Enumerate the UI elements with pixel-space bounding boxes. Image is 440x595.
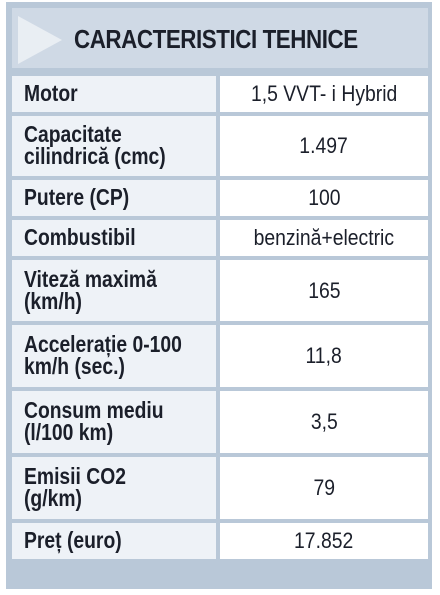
row-label-cell: Putere (CP) (12, 180, 216, 216)
table-row: Capacitate cilindrică (cmc) 1.497 (12, 116, 428, 176)
row-value: 11,8 (305, 343, 343, 368)
row-label-cell: Accelerație 0-100 km/h (sec.) (12, 325, 216, 387)
table-row: Putere (CP) 100 (12, 180, 428, 216)
table-row: Consum mediu (l/100 km) 3,5 (12, 391, 428, 453)
row-label: Consum mediu (l/100 km) (24, 397, 164, 445)
row-value: 79 (313, 475, 335, 500)
row-value-cell: 100 (220, 180, 428, 216)
row-label: Capacitate cilindrică (cmc) (24, 121, 166, 169)
table-row: Accelerație 0-100 km/h (sec.) 11,8 (12, 325, 428, 387)
row-value-cell: 1.497 (220, 116, 428, 176)
table-title: CARACTERISTICI TEHNICE (74, 24, 358, 54)
row-value: 3,5 (310, 409, 338, 434)
row-value: 1.497 (299, 133, 349, 158)
row-label: Accelerație 0-100 km/h (sec.) (24, 331, 182, 379)
row-label: Combustibil (24, 224, 136, 250)
row-value-cell: 79 (220, 457, 428, 519)
row-label-cell: Motor (12, 76, 216, 112)
row-value: 17.852 (294, 528, 354, 553)
row-value-cell: benzină+electric (220, 220, 428, 256)
row-label: Motor (24, 80, 78, 106)
row-label-cell: Combustibil (12, 220, 216, 256)
spec-card: CARACTERISTICI TEHNICE Motor 1,5 VVT- i … (6, 2, 432, 589)
arrow-decoration-icon (18, 16, 62, 64)
row-label: Emisii CO2 (g/km) (24, 463, 127, 511)
row-value: 1,5 VVT- i Hybrid (250, 81, 398, 106)
row-label-cell: Viteză maximă (km/h) (12, 260, 216, 321)
row-label-cell: Consum mediu (l/100 km) (12, 391, 216, 453)
row-value-cell: 11,8 (220, 325, 428, 387)
row-label-cell: Emisii CO2 (g/km) (12, 457, 216, 519)
table-row: Combustibil benzină+electric (12, 220, 428, 256)
row-value: 100 (307, 185, 341, 210)
row-value-cell: 17.852 (220, 523, 428, 559)
row-label-cell: Preț (euro) (12, 523, 216, 559)
table-row: Viteză maximă (km/h) 165 (12, 260, 428, 321)
row-label: Putere (CP) (24, 184, 130, 210)
row-value: 165 (307, 277, 341, 303)
table-row: Motor 1,5 VVT- i Hybrid (12, 76, 428, 112)
row-value-cell: 165 (220, 260, 428, 321)
row-value-cell: 1,5 VVT- i Hybrid (220, 76, 428, 112)
spec-table: Motor 1,5 VVT- i Hybrid Capacitate cilin… (12, 72, 428, 563)
table-row: Preț (euro) 17.852 (12, 523, 428, 559)
table-row: Emisii CO2 (g/km) 79 (12, 457, 428, 519)
row-label: Viteză maximă (km/h) (24, 265, 157, 314)
row-value: benzină+electric (253, 225, 395, 250)
row-label-cell: Capacitate cilindrică (cmc) (12, 116, 216, 176)
table-header: CARACTERISTICI TEHNICE (12, 8, 428, 68)
row-value-cell: 3,5 (220, 391, 428, 453)
row-label: Preț (euro) (24, 527, 122, 553)
